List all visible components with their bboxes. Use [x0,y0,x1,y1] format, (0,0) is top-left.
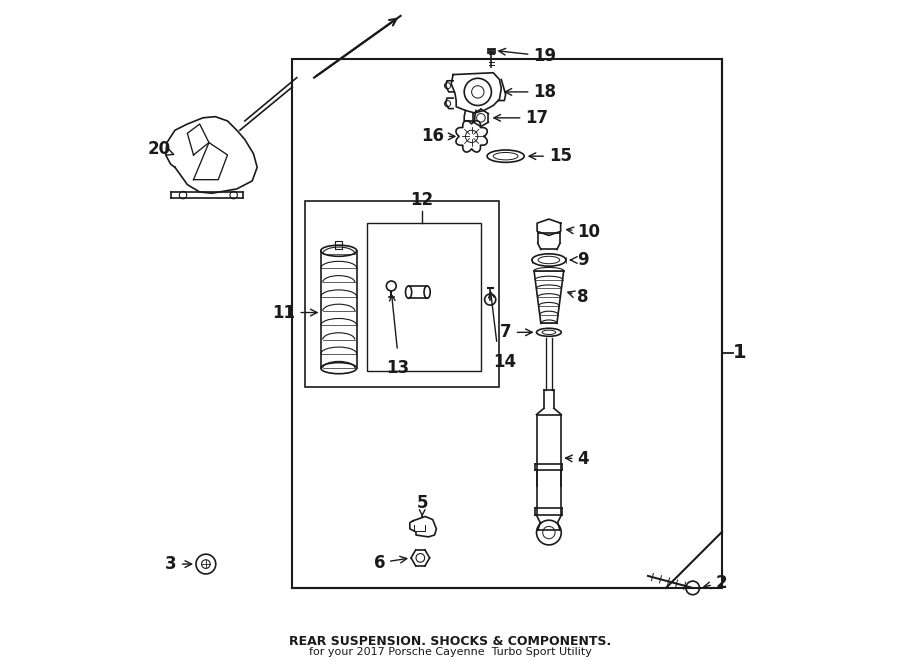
Text: 6: 6 [374,554,407,572]
Bar [292,59,722,588]
Text: 2: 2 [704,574,727,592]
Text: REAR SUSPENSION. SHOCKS & COMPONENTS.: REAR SUSPENSION. SHOCKS & COMPONENTS. [289,635,611,648]
Text: 4: 4 [565,450,589,468]
Text: 1: 1 [734,343,747,362]
Text: 17: 17 [494,109,548,127]
Text: 20: 20 [148,139,174,158]
Text: 15: 15 [529,147,572,165]
Text: 5: 5 [417,494,428,512]
Text: 10: 10 [567,223,600,241]
Text: for your 2017 Porsche Cayenne  Turbo Sport Utility: for your 2017 Porsche Cayenne Turbo Spor… [309,647,591,658]
Text: 3: 3 [166,555,192,573]
Text: 11: 11 [273,303,317,321]
Text: 14: 14 [493,353,517,371]
Text: 7: 7 [500,323,532,341]
Bar [305,202,500,387]
Text: 16: 16 [421,128,454,145]
Text: 8: 8 [568,288,589,306]
Bar [366,223,481,371]
Text: 18: 18 [505,83,556,101]
Text: 12: 12 [410,191,434,210]
Text: 19: 19 [499,47,556,65]
Text: 9: 9 [571,251,589,269]
Text: 13: 13 [386,359,409,377]
